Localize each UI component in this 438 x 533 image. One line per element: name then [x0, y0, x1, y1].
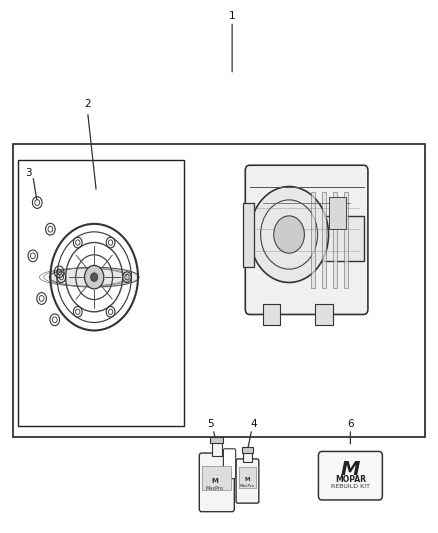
Circle shape: [250, 187, 328, 282]
Bar: [13, 144, 425, 437]
Text: 2: 2: [84, 99, 91, 109]
Bar: [322, 192, 326, 288]
Bar: [320, 216, 364, 261]
Circle shape: [274, 216, 304, 253]
FancyBboxPatch shape: [318, 451, 382, 500]
Text: 6: 6: [347, 419, 354, 429]
Bar: [311, 192, 315, 288]
Bar: [315, 304, 333, 325]
Bar: [333, 192, 337, 288]
Text: 1: 1: [229, 11, 236, 21]
Bar: [263, 304, 280, 325]
Text: MaxPro: MaxPro: [240, 484, 255, 488]
Bar: [210, 437, 223, 443]
Circle shape: [85, 265, 104, 289]
FancyBboxPatch shape: [236, 459, 259, 503]
Bar: [344, 192, 348, 288]
Bar: [239, 467, 256, 488]
Text: 4: 4: [251, 419, 258, 429]
FancyBboxPatch shape: [199, 453, 234, 512]
Bar: [243, 451, 252, 462]
Text: M: M: [341, 459, 360, 479]
Bar: [18, 160, 184, 426]
Bar: [243, 203, 254, 266]
Bar: [212, 442, 222, 456]
Text: MOPAR: MOPAR: [335, 475, 366, 484]
Text: M: M: [245, 477, 250, 482]
Ellipse shape: [49, 268, 139, 287]
Text: MaxPro: MaxPro: [206, 486, 223, 491]
Text: M: M: [211, 478, 218, 484]
Circle shape: [91, 273, 98, 281]
Text: REBUILD KIT: REBUILD KIT: [331, 483, 370, 489]
Bar: [202, 466, 231, 490]
FancyBboxPatch shape: [223, 449, 236, 479]
FancyBboxPatch shape: [245, 165, 368, 314]
Bar: [328, 197, 346, 229]
Bar: [242, 447, 253, 453]
Text: 5: 5: [207, 419, 214, 429]
Text: 3: 3: [25, 168, 32, 178]
